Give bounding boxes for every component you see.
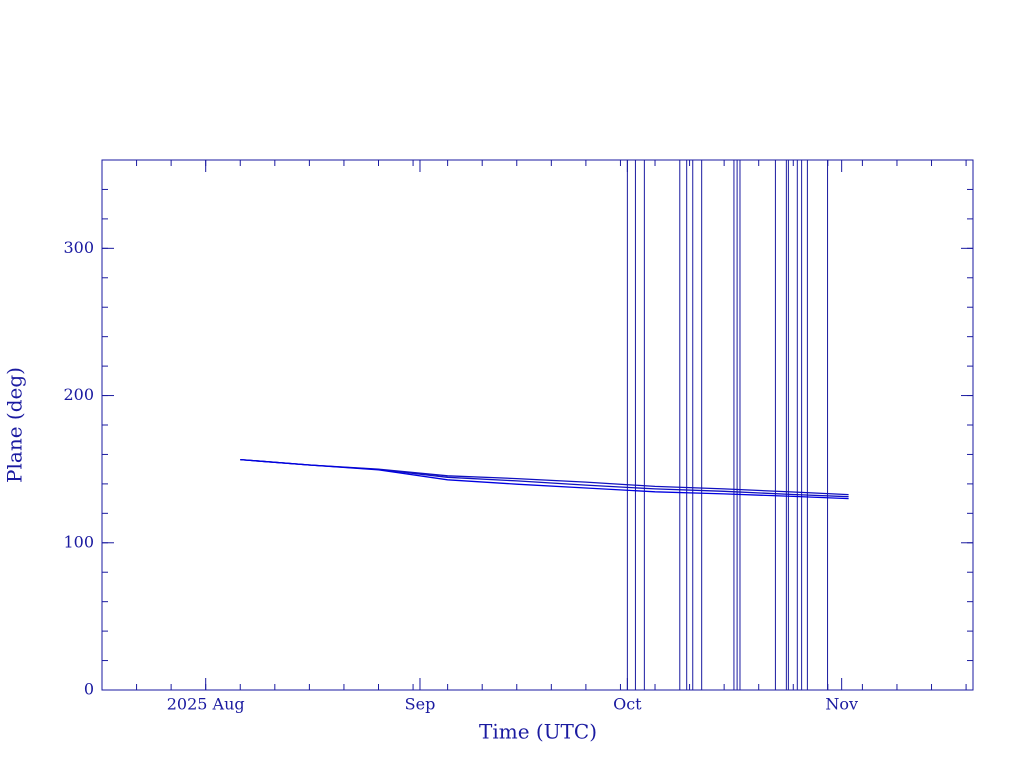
x-tick-label: Sep [405,695,436,714]
data-line [240,458,849,500]
y-axis-label: Plane (deg) [3,367,27,483]
y-tick-label: 100 [63,532,94,551]
y-tick-label: 300 [63,238,94,257]
x-tick-label: 2025 Aug [167,695,245,714]
plot-frame [101,159,974,691]
x-axis-label: Time (UTC) [479,720,597,744]
data-line [240,458,849,498]
x-tick-label: Nov [825,695,858,714]
x-tick-label: Oct [613,695,642,714]
data-line [240,458,849,496]
y-tick-label: 200 [63,385,94,404]
y-tick-label: 0 [84,680,94,699]
